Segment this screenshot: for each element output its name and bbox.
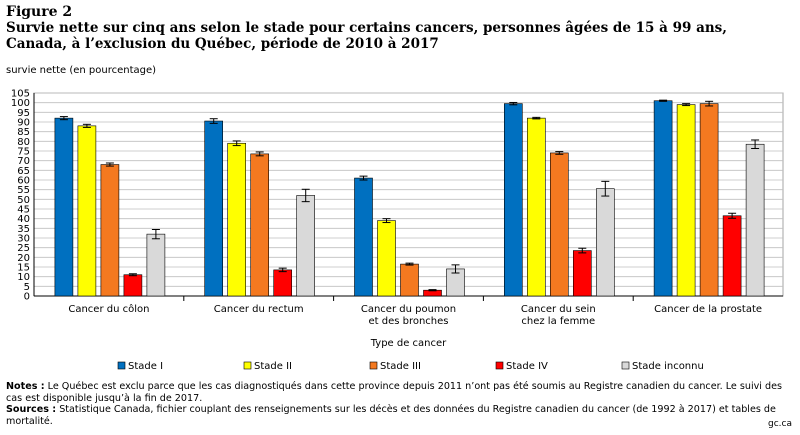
figure-title: Survie nette sur cinq ans selon le stade… [6, 20, 727, 52]
y-tick-label: 95 [17, 108, 30, 119]
y-tick-label: 20 [17, 253, 30, 264]
bar [100, 164, 120, 297]
legend-label: Stade IV [506, 361, 548, 372]
y-tick-label: 15 [17, 263, 30, 274]
bar [526, 117, 546, 297]
bar [745, 143, 765, 297]
bar [503, 103, 523, 297]
y-tick-label: 70 [17, 156, 30, 167]
y-tick-label: 30 [17, 234, 30, 245]
category-label: Cancer du poumon et des bronches [361, 304, 456, 327]
legend-swatch [117, 361, 126, 370]
legend-swatch [621, 361, 630, 370]
y-tick-label: 85 [17, 127, 30, 138]
y-tick-label: 90 [17, 118, 30, 129]
legend-swatch [243, 361, 252, 370]
bar [204, 120, 223, 297]
category-label: Cancer du sein chez la femme [521, 304, 596, 327]
sources-label: Sources : [6, 404, 57, 415]
y-axis-label: survie nette (en pourcentage) [6, 65, 157, 76]
y-tick-label: 60 [17, 176, 30, 187]
legend-label: Stade inconnu [632, 361, 704, 372]
chart-notes: Notes : Le Québec est exclu parce que le… [6, 381, 786, 427]
category-label: Cancer du côlon [68, 303, 149, 315]
y-tick-label: 65 [17, 166, 30, 177]
bar [146, 233, 166, 297]
notes-text: Le Québec est exclu parce que les cas di… [6, 381, 783, 404]
bar [354, 177, 373, 297]
y-tick-label: 35 [17, 224, 30, 235]
y-tick-label: 10 [17, 272, 30, 283]
y-tick-label: 40 [17, 214, 30, 225]
y-tick-label: 55 [17, 185, 30, 196]
y-tick-label: 45 [17, 205, 30, 216]
legend-swatch [369, 361, 378, 370]
legend-label: Stade II [254, 361, 292, 372]
bar [722, 215, 742, 297]
legend-label: Stade III [380, 361, 421, 372]
y-tick-label: 75 [17, 147, 30, 158]
y-tick-label: 100 [11, 98, 30, 109]
bar [699, 103, 719, 297]
figure-label: Figure 2 [6, 4, 73, 20]
sources-text: Statistique Canada, fichier couplant des… [6, 404, 776, 427]
bar [54, 117, 74, 297]
y-tick-label: 25 [17, 243, 30, 254]
y-tick-label: 50 [17, 195, 30, 206]
bar [296, 195, 316, 297]
legend-label: Stade I [128, 361, 163, 372]
gc-logo: gc.ca [768, 419, 792, 429]
bar [123, 274, 143, 297]
y-tick-label: 80 [17, 137, 30, 148]
bar [77, 125, 97, 297]
category-label: Cancer du rectum [214, 304, 304, 315]
bar [377, 220, 396, 297]
category-label: Cancer de la prostate [654, 304, 762, 315]
y-tick-label: 5 [24, 282, 30, 293]
bar [227, 142, 246, 297]
bar [595, 188, 615, 297]
bar [653, 100, 673, 297]
bar [400, 263, 419, 297]
bar [676, 104, 696, 297]
bar-chart: 0510152025303540455055606570758085909510… [11, 89, 784, 372]
notes-label: Notes : [6, 381, 45, 392]
legend-swatch [495, 361, 504, 370]
bar [250, 153, 269, 297]
notes-paragraph: Notes : Le Québec est exclu parce que le… [6, 381, 786, 404]
y-tick-label: 0 [24, 292, 30, 303]
bar [572, 250, 592, 297]
sources-paragraph: Sources : Statistique Canada, fichier co… [6, 404, 786, 427]
x-axis-label: Type de cancer [370, 338, 447, 349]
bar [549, 152, 569, 297]
y-tick-label: 105 [11, 89, 30, 100]
bar [273, 269, 293, 297]
